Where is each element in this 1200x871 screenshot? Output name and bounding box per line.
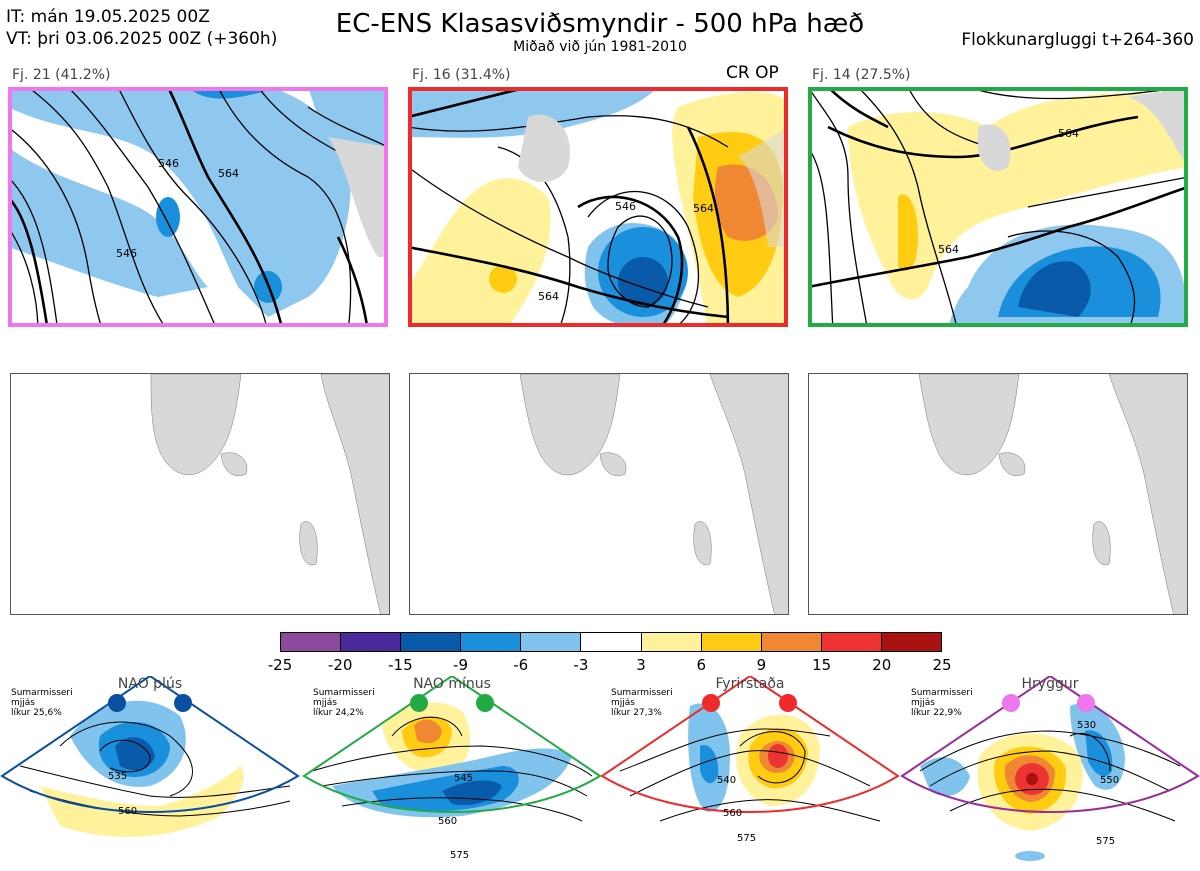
regime-4-note: Sumarmisseri mjjás líkur 22,9% [911, 688, 973, 718]
svg-text:560: 560 [723, 808, 742, 819]
page-title: EC-ENS Klasasviðsmyndir - 500 hPa hæð [335, 9, 865, 39]
colorbar-swatch [341, 633, 402, 651]
colorbar-tick-label: -3 [573, 656, 589, 674]
colorbar-tick-label: -6 [513, 656, 529, 674]
blank-map-1 [10, 373, 390, 615]
svg-text:575: 575 [737, 833, 756, 844]
svg-text:564: 564 [218, 167, 239, 180]
colorbar-tick-label: 20 [872, 656, 892, 674]
panel-3-label: Fj. 14 (27.5%) [812, 67, 911, 83]
svg-text:564: 564 [693, 202, 714, 215]
panel-3-contour-label: 564 [1058, 127, 1079, 140]
colorbar-tick-label: 25 [932, 656, 952, 674]
colorbar-tick-label: -9 [453, 656, 469, 674]
cluster-map-1[interactable]: 546 564 546 [8, 87, 388, 327]
colorbar-swatch [641, 633, 702, 651]
regime-3-note: Sumarmisseri mjjás líkur 27,3% [611, 688, 673, 718]
cluster-map-2[interactable]: 546 564 564 [408, 87, 788, 327]
classification-window: Flokkunargluggi t+264-360 [961, 30, 1194, 50]
colorbar-swatch [461, 633, 522, 651]
header-run-info: IT: mán 19.05.2025 00Z VT: þri 03.06.202… [6, 6, 277, 50]
regime-1-note: Sumarmisseri mjjás líkur 25,6% [11, 688, 73, 718]
page-subtitle: Miðað við jún 1981-2010 [513, 39, 687, 55]
panel-1-contour-label: 546 [158, 157, 179, 170]
regime-4-contour-label: 530 [1077, 720, 1096, 731]
panel-2-label: Fj. 16 (31.4%) [412, 67, 511, 83]
colorbar [280, 632, 942, 652]
svg-text:564: 564 [538, 290, 559, 303]
svg-text:550: 550 [1100, 775, 1119, 786]
it-line: IT: mán 19.05.2025 00Z [6, 7, 210, 27]
regime-3-title: Fyrirstaða [715, 676, 785, 692]
svg-text:560: 560 [438, 816, 457, 827]
regime-3-contour-label: 540 [717, 775, 736, 786]
regime-nao-minus[interactable]: 545 560 575 NAO mínus Sumarmisseri mjjás… [302, 676, 602, 871]
svg-text:560: 560 [118, 806, 137, 817]
regime-ridge[interactable]: 530 550 575 Hryggur Sumarmisseri mjjás l… [900, 676, 1200, 871]
colorbar-tick-label: 3 [636, 656, 646, 674]
vt-line: VT: þri 03.06.2025 00Z (+360h) [6, 29, 278, 49]
colorbar-swatch [521, 633, 582, 651]
svg-text:575: 575 [450, 850, 469, 861]
colorbar-swatch [761, 633, 822, 651]
cluster-map-3[interactable]: 564 564 [808, 87, 1188, 327]
regime-nao-plus[interactable]: 535 560 NAO plús Sumarmisseri mjjás líku… [0, 676, 300, 871]
regime-1-title: NAO plús [117, 676, 183, 692]
regime-2-title: NAO mínus [413, 676, 491, 692]
colorbar-tick-label: -15 [388, 656, 413, 674]
regime-1-contour-label: 535 [108, 771, 127, 782]
svg-text:575: 575 [1096, 836, 1115, 847]
svg-text:546: 546 [116, 247, 137, 260]
svg-text:564: 564 [938, 243, 959, 256]
blank-map-2 [409, 373, 789, 615]
colorbar-swatch [821, 633, 882, 651]
cr-op-tag: CR OP [726, 63, 779, 83]
colorbar-tick-label: 9 [756, 656, 767, 674]
colorbar-tick-label: -25 [267, 656, 293, 674]
colorbar-swatch [581, 633, 642, 651]
colorbar-swatch [881, 633, 942, 651]
regime-blocking[interactable]: 540 560 575 Fyrirstaða Sumarmisseri mjjá… [600, 676, 900, 871]
regime-2-contour-label: 545 [454, 773, 473, 784]
colorbar-tick-label: -20 [327, 656, 353, 674]
colorbar-tick-label: 6 [696, 656, 707, 674]
panel-2-contour-label: 546 [615, 200, 636, 213]
regime-2-note: Sumarmisseri mjjás líkur 24,2% [313, 688, 375, 718]
regime-4-title: Hryggur [1021, 676, 1079, 692]
colorbar-swatch [401, 633, 462, 651]
colorbar-swatch [281, 633, 342, 651]
panel-1-label: Fj. 21 (41.2%) [12, 67, 111, 83]
blank-map-3 [808, 373, 1188, 615]
colorbar-swatch [701, 633, 762, 651]
colorbar-tick-label: 15 [812, 656, 832, 674]
